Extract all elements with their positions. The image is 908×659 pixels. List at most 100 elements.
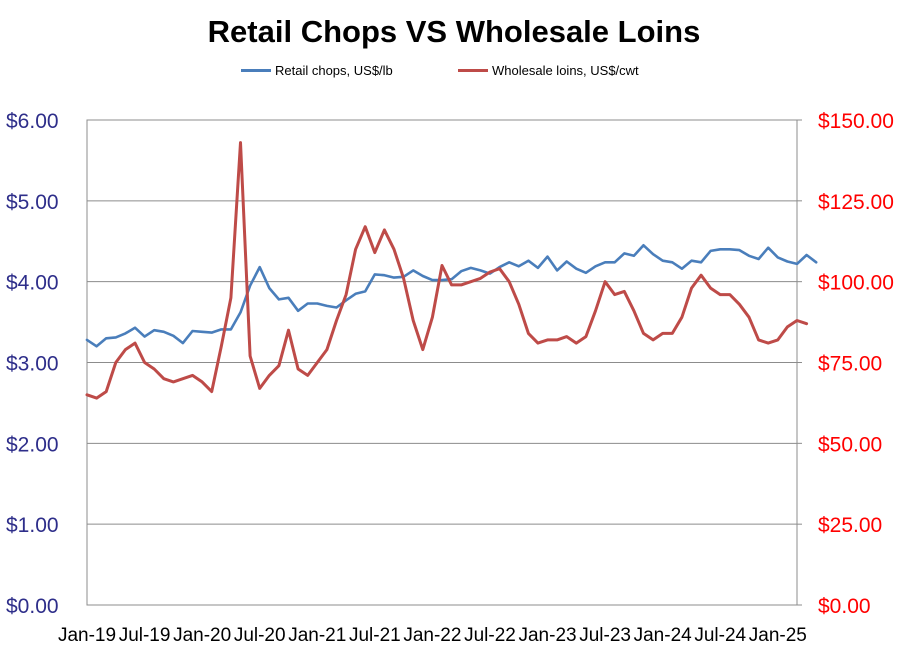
y-right-tick-label: $75.00 — [818, 353, 882, 376]
data-point-wholesale-loins — [124, 348, 127, 351]
data-point-wholesale-loins — [719, 293, 721, 296]
data-point-wholesale-loins — [210, 390, 213, 393]
data-point-retail-chops — [661, 259, 664, 262]
data-point-wholesale-loins — [537, 342, 539, 344]
data-point-wholesale-loins — [249, 355, 251, 357]
y-right-tick-label: $100.00 — [818, 272, 894, 295]
data-point-retail-chops — [719, 248, 721, 251]
data-point-retail-chops — [690, 259, 693, 262]
data-point-wholesale-loins — [623, 290, 626, 293]
data-point-wholesale-loins — [287, 329, 290, 332]
data-point-retail-chops — [671, 261, 674, 264]
data-point-retail-chops — [729, 248, 731, 251]
data-point-retail-chops — [431, 279, 434, 281]
data-point-wholesale-loins — [729, 293, 731, 296]
data-point-retail-chops — [623, 252, 626, 255]
y-left-tick-label: $5.00 — [6, 191, 59, 214]
data-point-retail-chops — [748, 255, 750, 257]
data-point-retail-chops — [709, 250, 712, 252]
x-tick-label: Jul-19 — [119, 625, 171, 646]
data-point-retail-chops — [575, 267, 578, 270]
data-point-wholesale-loins — [671, 332, 674, 335]
data-point-retail-chops — [374, 273, 376, 276]
data-point-wholesale-loins — [470, 280, 472, 283]
data-point-retail-chops — [316, 302, 319, 305]
series-line-retail-chops — [85, 244, 818, 348]
x-tick-label: Jul-21 — [349, 625, 401, 646]
x-tick-label: Jul-20 — [234, 625, 286, 646]
data-point-wholesale-loins — [738, 303, 741, 306]
legend-swatch-wholesale — [458, 69, 488, 72]
data-point-wholesale-loins — [86, 394, 88, 396]
data-point-wholesale-loins — [163, 377, 165, 380]
data-point-wholesale-loins — [191, 374, 194, 377]
data-point-wholesale-loins — [220, 345, 223, 348]
data-point-wholesale-loins — [105, 390, 107, 393]
y-left-tick-label: $6.00 — [6, 110, 59, 133]
data-point-wholesale-loins — [508, 280, 511, 283]
data-point-wholesale-loins — [95, 397, 98, 399]
data-point-retail-chops — [786, 260, 789, 263]
data-point-wholesale-loins — [565, 335, 568, 338]
data-point-retail-chops — [815, 261, 817, 264]
data-point-wholesale-loins — [709, 287, 712, 289]
data-point-wholesale-loins — [354, 248, 357, 251]
x-tick-label: Jul-23 — [579, 625, 631, 646]
data-point-retail-chops — [738, 249, 741, 251]
y-right-tick-label: $150.00 — [818, 110, 894, 133]
data-point-retail-chops — [191, 330, 194, 332]
data-point-retail-chops — [220, 328, 223, 331]
data-point-retail-chops — [326, 305, 328, 307]
data-point-retail-chops — [364, 290, 367, 293]
data-point-wholesale-loins — [134, 342, 136, 344]
data-point-retail-chops — [604, 261, 606, 264]
y-left-tick-label: $1.00 — [6, 514, 59, 537]
x-tick-label: Jan-21 — [288, 625, 346, 646]
data-point-retail-chops — [306, 302, 309, 305]
data-point-wholesale-loins — [652, 339, 654, 341]
data-point-wholesale-loins — [757, 339, 760, 341]
legend: Retail chops, US$/lb Wholesale loins, US… — [0, 63, 908, 83]
data-point-wholesale-loins — [460, 284, 463, 286]
data-point-wholesale-loins — [393, 248, 395, 251]
data-point-retail-chops — [613, 261, 616, 264]
data-point-wholesale-loins — [479, 277, 482, 280]
data-point-retail-chops — [796, 263, 798, 265]
data-point-retail-chops — [383, 274, 386, 277]
data-point-wholesale-loins — [748, 316, 750, 319]
grid-layer — [87, 200, 797, 525]
data-point-wholesale-loins — [172, 381, 175, 383]
x-axis: Jan-19 Jul-19 Jan-20 Jul-20 Jan-21 Jul-21 Jan-… — [58, 625, 807, 646]
data-point-wholesale-loins — [297, 368, 299, 370]
data-point-wholesale-loins — [402, 277, 405, 280]
data-point-wholesale-loins — [661, 332, 664, 335]
data-point-wholesale-loins — [556, 339, 558, 341]
data-point-retail-chops — [105, 337, 107, 340]
series-layer — [85, 141, 818, 400]
data-point-retail-chops — [354, 293, 357, 295]
data-point-wholesale-loins — [143, 361, 146, 364]
data-point-retail-chops — [182, 342, 184, 344]
data-point-retail-chops — [585, 272, 587, 274]
x-tick-label: Jan-25 — [749, 625, 807, 646]
data-point-retail-chops — [767, 246, 769, 249]
data-point-wholesale-loins — [489, 271, 491, 273]
data-point-retail-chops — [565, 260, 568, 263]
data-point-wholesale-loins — [441, 264, 443, 267]
x-tick-label: Jul-22 — [464, 625, 516, 646]
data-point-wholesale-loins — [777, 339, 779, 341]
data-point-wholesale-loins — [767, 342, 769, 344]
data-point-retail-chops — [633, 255, 635, 257]
y-left-tick-label: $3.00 — [6, 353, 59, 376]
data-point-retail-chops — [393, 276, 395, 279]
data-point-wholesale-loins — [518, 303, 520, 306]
series-line-wholesale-loins — [85, 141, 809, 400]
data-point-retail-chops — [518, 265, 520, 268]
data-point-wholesale-loins — [575, 342, 578, 344]
data-point-retail-chops — [527, 259, 530, 262]
data-point-retail-chops — [297, 310, 299, 312]
data-point-retail-chops — [594, 265, 597, 268]
data-point-wholesale-loins — [498, 267, 501, 270]
data-point-retail-chops — [460, 270, 463, 273]
data-point-wholesale-loins — [681, 316, 683, 319]
